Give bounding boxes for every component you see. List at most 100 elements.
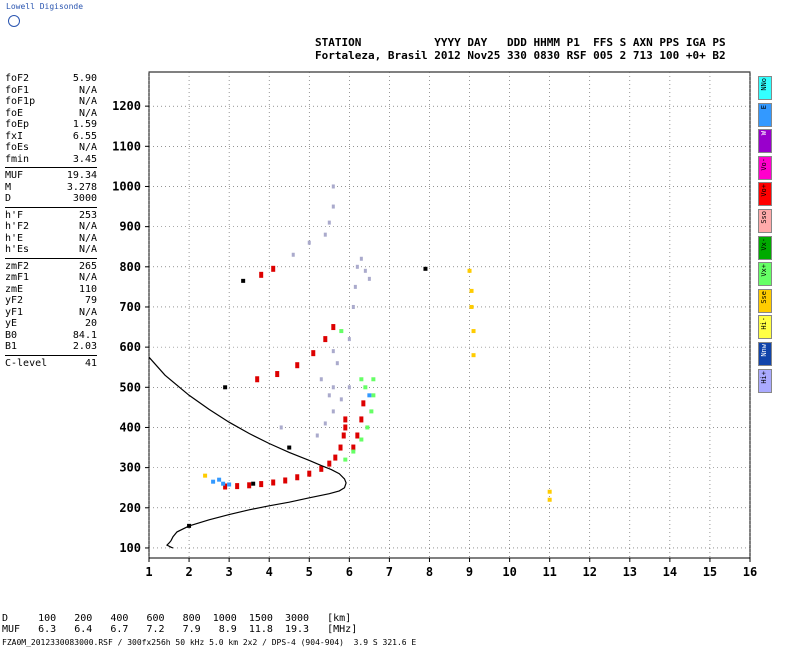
data-point-vx: [339, 329, 344, 334]
data-point-hi: [367, 276, 371, 281]
param-name: MUF: [5, 170, 24, 181]
param-name: h'F: [5, 209, 24, 221]
param-row-yf2: yF2 79: [5, 295, 97, 307]
legend-label: Hi-: [760, 317, 768, 330]
legend-label: Vo-: [760, 157, 768, 171]
x-tick-label: 9: [466, 565, 473, 579]
legend-label: Vx+: [760, 264, 768, 277]
y-tick-label: 1200: [112, 99, 141, 113]
legend-label: NNo: [760, 78, 768, 91]
data-point-e: [227, 482, 232, 487]
param-row-hf2: h'F2 N/A: [5, 221, 97, 233]
data-point-hi: [327, 393, 331, 398]
data-point-hi: [359, 256, 363, 261]
x-tick-label: 14: [663, 565, 677, 579]
x-tick-label: 1: [145, 565, 152, 579]
data-point-nnw: [423, 266, 428, 271]
data-point-sse: [547, 497, 552, 502]
param-row-zme: zmE 110: [5, 284, 97, 296]
data-point-hi: [327, 220, 331, 225]
data-point-hi: [291, 252, 295, 257]
header-line-2: Fortaleza, Brasil 2012 Nov25 330 0830 RS…: [315, 49, 726, 62]
param-name: fxI: [5, 130, 24, 142]
data-point-hi: [363, 268, 367, 273]
param-separator: [5, 257, 97, 259]
data-point-vo: [341, 432, 346, 439]
x-tick-label: 12: [583, 565, 597, 579]
x-tick-label: 11: [542, 565, 556, 579]
param-row-fof1: foF1 N/A: [5, 85, 97, 97]
data-point-vo: [343, 416, 348, 423]
data-point-hi: [279, 425, 283, 430]
param-row-b1: B1 2.03: [5, 341, 97, 353]
data-point-vx: [371, 393, 376, 398]
param-row-fof2: foF2 5.90: [5, 73, 97, 85]
data-point-hi: [335, 361, 339, 366]
legend-item-w: W: [758, 129, 772, 154]
muf-table-muf-row: MUF 6.3 6.4 6.7 7.2 7.9 8.9 11.8 19.3 [M…: [2, 624, 358, 635]
param-value: 6.55: [72, 130, 97, 142]
data-point-sse: [467, 268, 472, 273]
muf-table-distance-row: D 100 200 400 600 800 1000 1500 3000 [km…: [2, 613, 352, 624]
data-point-hi: [353, 284, 357, 289]
plot-frame: [148, 71, 751, 559]
data-point-sse: [469, 288, 474, 293]
param-separator: [5, 354, 97, 356]
param-row-b0: B0 84.1: [5, 330, 97, 342]
data-point-vo: [247, 482, 252, 489]
param-name: yF2: [5, 295, 24, 306]
header-line-1: STATION YYYY DAY DDD HHMM P1 FFS S AXN P…: [315, 36, 726, 49]
data-point-hi: [347, 337, 351, 342]
y-tick-label: 1100: [112, 139, 141, 153]
data-point-vo: [351, 444, 356, 451]
param-name: M: [5, 181, 12, 193]
data-point-vo: [295, 474, 300, 481]
data-point-vo: [311, 350, 316, 357]
station-header: STATION YYYY DAY DDD HHMM P1 FFS S AXN P…: [315, 36, 726, 62]
data-point-hi: [331, 385, 335, 390]
data-point-hi: [307, 240, 311, 245]
data-point-hi: [315, 433, 319, 438]
data-point-vo: [359, 416, 364, 423]
data-point-sse: [203, 473, 208, 478]
param-row-c-level: C-level 41: [5, 358, 97, 370]
param-name: foF1: [5, 84, 30, 96]
legend-item-vo: Vo+: [758, 182, 772, 207]
param-row-d: D 3000: [5, 193, 97, 205]
legend-item-nnw: Nnw: [758, 341, 772, 366]
legend-label: Vx-: [760, 237, 768, 251]
legend-item-sse: Sse: [758, 288, 772, 313]
param-value: 265: [78, 260, 97, 272]
data-point-vo: [259, 481, 264, 488]
param-row-m: M 3.278: [5, 182, 97, 194]
y-tick-label: 800: [119, 260, 141, 274]
param-name: foF2: [5, 73, 30, 84]
x-tick-label: 10: [502, 565, 516, 579]
legend-item-e: E: [758, 102, 772, 127]
data-point-nnw: [251, 481, 256, 486]
param-row-fxi: fxI 6.55: [5, 131, 97, 143]
param-name: h'Es: [5, 244, 30, 255]
data-point-hi: [331, 184, 335, 189]
legend-label: W: [760, 131, 768, 136]
x-tick-label: 2: [185, 565, 192, 579]
param-value: 84.1: [72, 329, 97, 341]
y-tick-label: 200: [119, 501, 141, 515]
legend-item-sso: Sso: [758, 208, 772, 233]
param-name: h'F2: [5, 221, 30, 232]
data-point-vx: [351, 449, 356, 454]
param-row-muf: MUF 19.34: [5, 170, 97, 182]
param-value: N/A: [78, 96, 97, 107]
param-value: 253: [78, 209, 97, 221]
param-value: 3.278: [66, 181, 97, 193]
y-tick-label: 500: [119, 380, 141, 394]
param-value: 2.03: [72, 341, 97, 352]
data-point-vo: [355, 432, 360, 439]
data-point-hi: [331, 349, 335, 354]
lowell-logo: Lowell Digisonde: [6, 2, 83, 29]
param-name: C-level: [5, 357, 48, 369]
data-point-vx: [359, 437, 364, 442]
data-point-hi: [347, 385, 351, 390]
legend-item-hi: Hi-: [758, 315, 772, 340]
param-row-foes: foEs N/A: [5, 142, 97, 154]
